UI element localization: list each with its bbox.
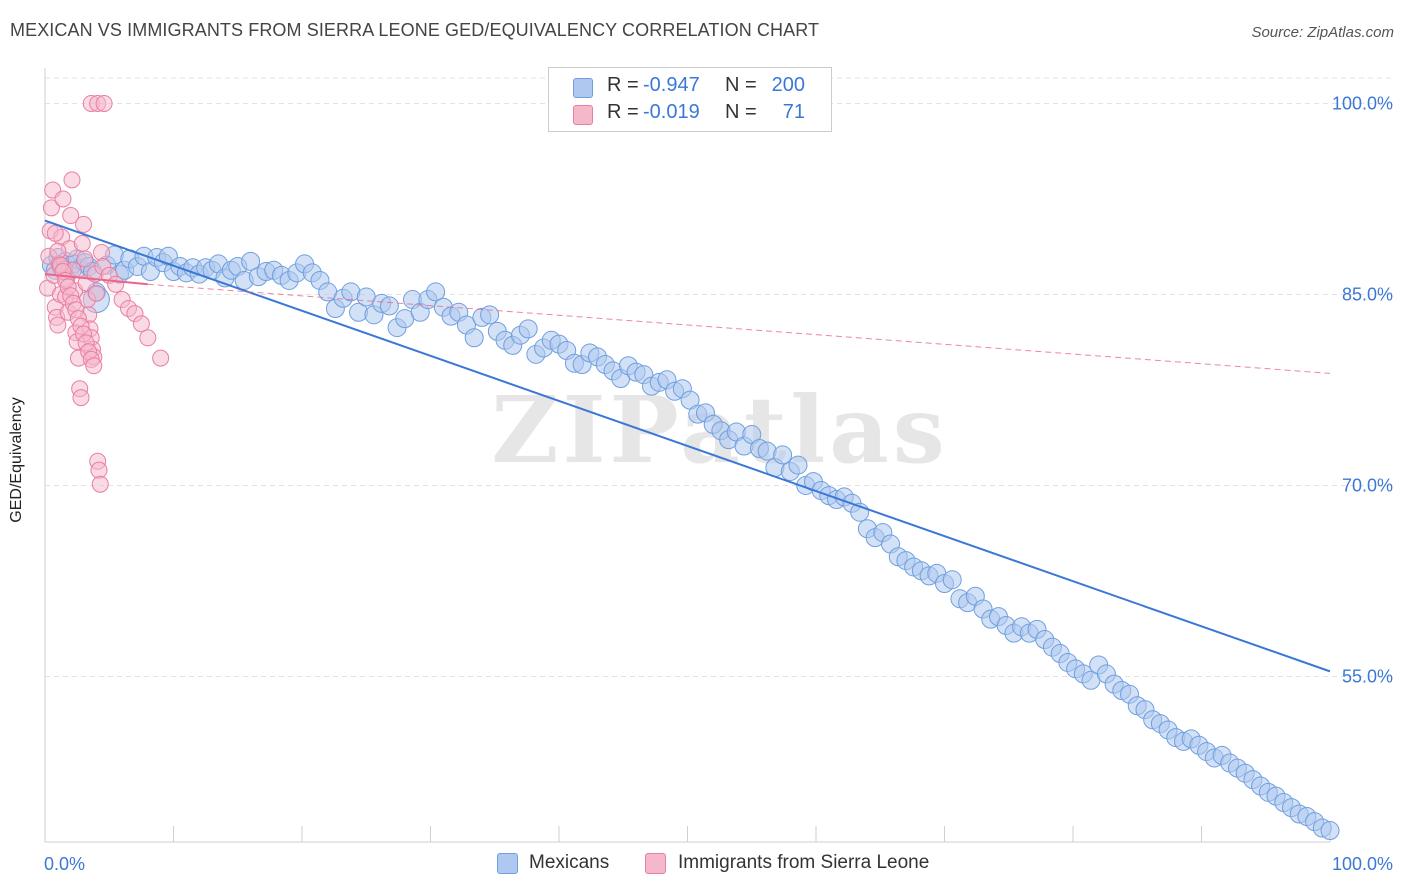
y-tick-label: 70.0% bbox=[1342, 475, 1393, 495]
legend-swatch-sierra-leone bbox=[645, 853, 666, 874]
point-mexicans bbox=[464, 328, 484, 348]
point-sierra-leone bbox=[75, 215, 93, 233]
point-mexicans bbox=[426, 282, 446, 302]
axes bbox=[44, 68, 1331, 843]
legend-label-mexicans: Mexicans bbox=[529, 852, 610, 873]
point-sierra-leone bbox=[87, 284, 105, 302]
legend-r-label: R = bbox=[607, 74, 639, 96]
legend-n-label: N = bbox=[725, 74, 757, 96]
series-legend: Mexicans Immigrants from Sierra Leone bbox=[0, 851, 1406, 879]
point-sierra-leone bbox=[85, 357, 103, 375]
point-sierra-leone bbox=[76, 250, 94, 268]
point-sierra-leone bbox=[72, 389, 90, 407]
point-mexicans bbox=[942, 570, 962, 590]
x-tick-label: 0.0% bbox=[44, 854, 85, 874]
point-sierra-leone bbox=[152, 349, 170, 367]
point-sierra-leone bbox=[90, 461, 108, 479]
x-tick-label: 100.0% bbox=[1332, 854, 1393, 874]
point-sierra-leone bbox=[63, 171, 81, 189]
y-tick-label: 100.0% bbox=[1332, 93, 1393, 113]
y-tick-labels: 55.0% 70.0% 85.0% 100.0% bbox=[1332, 93, 1393, 686]
point-sierra-leone bbox=[93, 243, 111, 261]
point-sierra-leone bbox=[49, 242, 67, 260]
point-sierra-leone bbox=[95, 94, 113, 112]
point-mexicans bbox=[379, 296, 399, 316]
point-sierra-leone bbox=[54, 190, 72, 208]
trend-line-sierra-leone-dashed bbox=[147, 283, 1331, 374]
series-sierra-leone bbox=[39, 94, 170, 493]
legend-swatch-mexicans bbox=[573, 78, 593, 98]
legend-n-value: 71 bbox=[782, 101, 805, 123]
point-mexicans bbox=[1320, 821, 1340, 841]
y-tick-label: 85.0% bbox=[1342, 284, 1393, 304]
legend-n-value: 200 bbox=[771, 74, 805, 96]
legend-label-sierra-leone: Immigrants from Sierra Leone bbox=[678, 852, 930, 873]
series-mexicans bbox=[41, 245, 1340, 841]
legend-r-value: -0.019 bbox=[643, 101, 700, 123]
x-tick-labels: 0.0% 100.0% bbox=[44, 854, 1393, 874]
point-mexicans bbox=[241, 251, 261, 271]
trend-line-sierra-leone-solid bbox=[44, 273, 148, 286]
point-sierra-leone bbox=[46, 224, 64, 242]
point-sierra-leone bbox=[62, 207, 80, 225]
legend-swatch-mexicans bbox=[497, 853, 518, 874]
point-mexicans bbox=[773, 445, 793, 465]
point-sierra-leone bbox=[107, 275, 125, 293]
legend-r-label: R = bbox=[607, 101, 639, 123]
point-sierra-leone bbox=[132, 315, 150, 333]
legend-swatch-sierra-leone bbox=[573, 105, 593, 125]
y-tick-label: 55.0% bbox=[1342, 666, 1393, 686]
chart-title: MEXICAN VS IMMIGRANTS FROM SIERRA LEONE … bbox=[10, 20, 820, 40]
point-sierra-leone bbox=[42, 199, 60, 217]
source-label: Source: ZipAtlas.com bbox=[1251, 24, 1394, 41]
legend-row-mexicans: R = -0.947 N = 200 bbox=[549, 74, 831, 100]
point-mexicans bbox=[788, 455, 808, 475]
trend-lines bbox=[44, 219, 1331, 673]
y-axis-label: GED/Equivalency bbox=[8, 397, 25, 523]
stats-legend: R = -0.947 N = 200 R = -0.019 N = 71 bbox=[548, 67, 832, 132]
point-mexicans bbox=[480, 305, 500, 325]
point-mexicans bbox=[518, 319, 538, 339]
point-sierra-leone bbox=[91, 475, 109, 493]
legend-row-sierra-leone: R = -0.019 N = 71 bbox=[549, 101, 831, 127]
point-sierra-leone bbox=[73, 235, 91, 253]
point-sierra-leone bbox=[139, 329, 157, 347]
point-sierra-leone bbox=[49, 316, 67, 334]
legend-r-value: -0.947 bbox=[643, 74, 700, 96]
legend-n-label: N = bbox=[725, 101, 757, 123]
trend-line-mexicans bbox=[44, 219, 1331, 673]
